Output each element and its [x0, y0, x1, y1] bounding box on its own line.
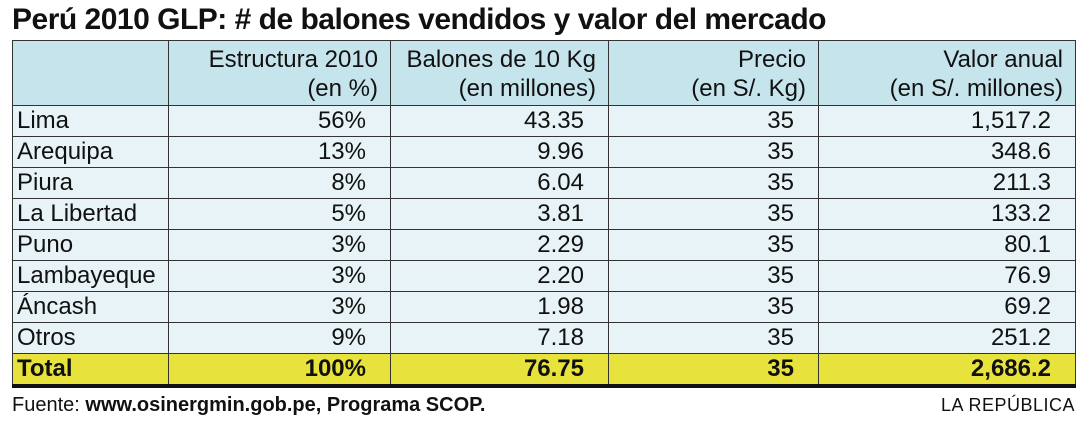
- value-cell: 7.18: [390, 322, 609, 354]
- footer: Fuente: www.osinergmin.gob.pe, Programa …: [12, 394, 1075, 417]
- value-cell: 35: [608, 260, 819, 292]
- brand-logo: LA REPÚBLICA: [940, 395, 1075, 415]
- value-cell: 35: [608, 105, 819, 137]
- value-cell: 9%: [168, 322, 391, 354]
- region-cell: La Libertad: [12, 198, 169, 230]
- value-cell: 348.6: [818, 136, 1076, 168]
- value-cell: 35: [608, 198, 819, 230]
- total-row: Total 100% 76.75 35 2,686.2: [12, 353, 1076, 388]
- column-header: [12, 40, 169, 106]
- value-cell: 2,686.2: [818, 353, 1076, 388]
- value-cell: 133.2: [818, 198, 1076, 230]
- table-row: La Libertad 5% 3.81 35 133.2: [12, 198, 1076, 230]
- value-cell: 35: [608, 229, 819, 261]
- value-cell: 6.04: [390, 167, 609, 199]
- region-cell: Puno: [12, 229, 169, 261]
- value-cell: 35: [608, 291, 819, 323]
- value-cell: 43.35: [390, 105, 609, 137]
- table-row: Arequipa 13% 9.96 35 348.6: [12, 136, 1076, 168]
- region-cell: Total: [12, 353, 169, 388]
- region-cell: Arequipa: [12, 136, 169, 168]
- header-line-1: Estructura 2010: [208, 46, 378, 73]
- value-cell: 3.81: [390, 198, 609, 230]
- value-cell: 3%: [168, 291, 391, 323]
- data-table: Estructura 2010 (en %) Balones de 10 Kg (en…: [12, 40, 1076, 388]
- value-cell: 211.3: [818, 167, 1076, 199]
- value-cell: 2.20: [390, 260, 609, 292]
- region-cell: Lambayeque: [12, 260, 169, 292]
- value-cell: 13%: [168, 136, 391, 168]
- value-cell: 35: [608, 353, 819, 388]
- value-cell: 251.2: [818, 322, 1076, 354]
- source-text: www.osinergmin.gob.pe, Programa SCOP.: [85, 394, 486, 416]
- value-cell: 5%: [168, 198, 391, 230]
- column-header: Estructura 2010 (en %): [168, 40, 391, 106]
- value-cell: 3%: [168, 229, 391, 261]
- header-line-2: (en S/. Kg): [691, 75, 806, 102]
- value-cell: 2.29: [390, 229, 609, 261]
- value-cell: 76.75: [390, 353, 609, 388]
- value-cell: 8%: [168, 167, 391, 199]
- page-title: Perú 2010 GLP: # de balones vendidos y v…: [12, 3, 826, 36]
- value-cell: 35: [608, 167, 819, 199]
- table-row: Áncash 3% 1.98 35 69.2: [12, 291, 1076, 323]
- value-cell: 69.2: [818, 291, 1076, 323]
- region-cell: Áncash: [12, 291, 169, 323]
- region-cell: Piura: [12, 167, 169, 199]
- value-cell: 1,517.2: [818, 105, 1076, 137]
- header-line-1: Precio: [737, 46, 806, 73]
- table-row: Lima 56% 43.35 35 1,517.2: [12, 105, 1076, 137]
- value-cell: 80.1: [818, 229, 1076, 261]
- header-line-1: Valor anual: [943, 46, 1063, 73]
- page: Perú 2010 GLP: # de balones vendidos y v…: [12, 3, 1076, 417]
- column-header: Precio (en S/. Kg): [608, 40, 819, 106]
- value-cell: 76.9: [818, 260, 1076, 292]
- header-line-2: (en S/. millones): [889, 75, 1063, 102]
- header-line-2: (en %): [307, 75, 378, 102]
- header-line-2: (en millones): [458, 75, 596, 102]
- value-cell: 56%: [168, 105, 391, 137]
- value-cell: 100%: [168, 353, 391, 388]
- table-row: Puno 3% 2.29 35 80.1: [12, 229, 1076, 261]
- value-cell: 1.98: [390, 291, 609, 323]
- region-cell: Lima: [12, 105, 169, 137]
- region-cell: Otros: [12, 322, 169, 354]
- column-header: Balones de 10 Kg (en millones): [390, 40, 609, 106]
- header-line-1: Balones de 10 Kg: [406, 46, 596, 73]
- source-note: Fuente: www.osinergmin.gob.pe, Programa …: [12, 394, 485, 417]
- value-cell: 35: [608, 136, 819, 168]
- value-cell: 35: [608, 322, 819, 354]
- table-row: Lambayeque 3% 2.20 35 76.9: [12, 260, 1076, 292]
- column-header: Valor anual (en S/. millones): [818, 40, 1076, 106]
- table-row: Otros 9% 7.18 35 251.2: [12, 322, 1076, 354]
- table-row: Piura 8% 6.04 35 211.3: [12, 167, 1076, 199]
- value-cell: 9.96: [390, 136, 609, 168]
- source-label: Fuente:: [12, 394, 80, 416]
- value-cell: 3%: [168, 260, 391, 292]
- header-row: Estructura 2010 (en %) Balones de 10 Kg (en…: [12, 40, 1076, 106]
